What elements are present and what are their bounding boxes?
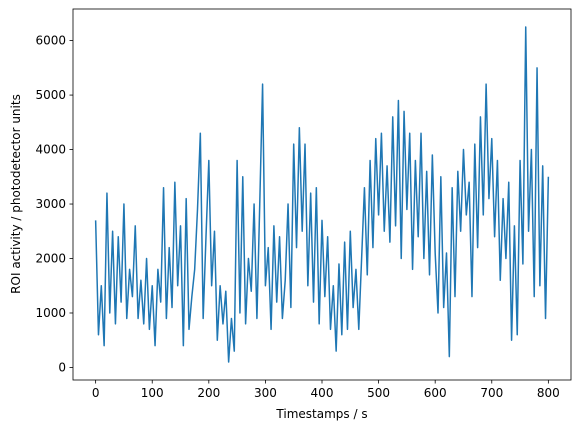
y-tick-label: 6000 <box>35 34 66 48</box>
y-axis-label: ROI activity / photodetector units <box>9 94 23 294</box>
x-tick-label: 400 <box>311 386 334 400</box>
x-tick-label: 200 <box>197 386 220 400</box>
x-tick-label: 600 <box>424 386 447 400</box>
y-tick-label: 1000 <box>35 306 66 320</box>
x-tick-label: 100 <box>141 386 164 400</box>
x-tick-label: 700 <box>480 386 503 400</box>
x-tick-label: 500 <box>367 386 390 400</box>
y-tick-label: 5000 <box>35 88 66 102</box>
y-tick-label: 0 <box>58 360 66 374</box>
x-tick-label: 300 <box>254 386 277 400</box>
y-tick-label: 4000 <box>35 143 66 157</box>
x-axis-label: Timestamps / s <box>275 407 367 421</box>
data-line <box>94 26 550 363</box>
y-tick-label: 2000 <box>35 252 66 266</box>
x-tick-label: 0 <box>92 386 100 400</box>
x-tick-label: 800 <box>537 386 560 400</box>
y-tick-label: 3000 <box>35 197 66 211</box>
